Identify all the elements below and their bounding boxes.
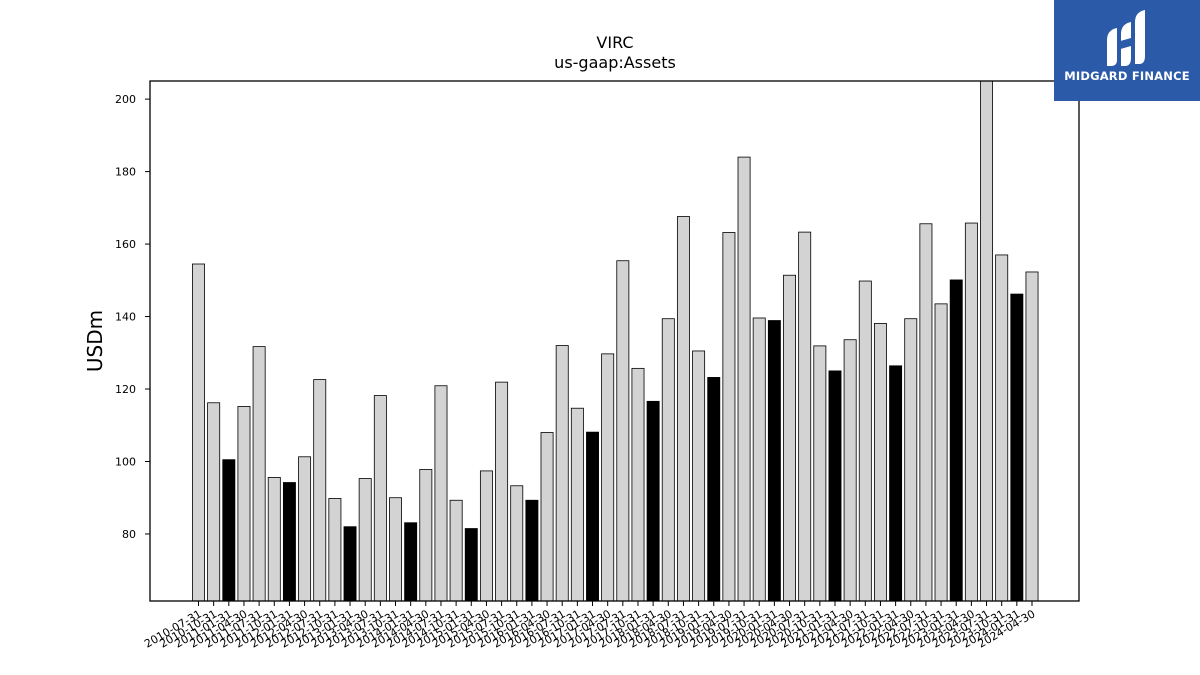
logo-text: MIDGARD FINANCE [1064, 69, 1190, 83]
bar-2019-07-31 [737, 156, 751, 602]
bar-2015-10-31 [510, 485, 524, 602]
bar-2013-04-30 [358, 478, 372, 602]
y-tick-label: 200 [115, 93, 136, 106]
bar-2016-07-31 [555, 345, 569, 602]
y-ticks-group: 80 100 120 140 160 180 200 [115, 93, 150, 541]
bars-group [192, 80, 1039, 602]
bar-2018-10-31 [692, 350, 706, 602]
logo-mark-icon [1107, 10, 1145, 66]
bar-2021-04-30 [843, 339, 857, 602]
bar-2016-01-31 [525, 499, 539, 602]
bar-2010-10-31 [207, 402, 221, 602]
plot-frame [149, 80, 1080, 602]
bar-2019-10-31 [752, 317, 766, 602]
bar-2017-04-30 [601, 353, 615, 602]
x-ticks-group: 2010-07-312010-10-312011-01-312011-04-30… [142, 601, 1038, 651]
y-tick-label: 100 [115, 455, 136, 468]
chart-title: VIRC [596, 33, 633, 52]
bar-2014-01-31 [404, 522, 418, 602]
bar-2020-07-31 [798, 231, 812, 602]
bar-2021-07-31 [858, 280, 872, 602]
bar-2023-04-30 [964, 222, 978, 602]
bar-2010-07-31 [192, 263, 205, 602]
bar-2016-10-31 [570, 407, 584, 602]
bar-2017-07-31 [616, 260, 630, 602]
bar-2016-04-30 [540, 432, 554, 602]
bar-2014-07-31 [434, 385, 448, 602]
bar-2022-04-30 [904, 318, 918, 602]
bar-2024-01-31 [1010, 293, 1024, 602]
bar-2012-07-31 [313, 379, 327, 602]
bar-2019-01-31 [707, 377, 721, 602]
bar-2015-01-31 [464, 528, 478, 602]
bar-2020-01-31 [767, 320, 781, 602]
bar-2012-10-31 [328, 498, 342, 602]
bar-2015-07-31 [495, 381, 509, 602]
bar-2013-07-31 [373, 395, 387, 602]
bar-2022-10-31 [934, 303, 948, 602]
bar-2011-07-31 [252, 346, 266, 602]
brand-logo: MIDGARD FINANCE [1054, 0, 1200, 101]
bar-2018-07-31 [676, 216, 690, 602]
y-axis-label: USDm [83, 310, 107, 372]
bar-2023-07-31 [980, 80, 993, 602]
bar-2014-04-30 [419, 469, 433, 602]
y-tick-label: 140 [115, 311, 136, 324]
bar-2011-10-31 [267, 477, 281, 602]
y-tick-label: 80 [122, 528, 136, 541]
bar-2015-04-30 [479, 470, 493, 602]
bar-2014-10-31 [449, 499, 463, 602]
bar-2018-04-30 [661, 318, 675, 602]
bar-2021-10-31 [873, 323, 887, 602]
bar-2011-01-31 [222, 459, 236, 602]
bar-2020-04-30 [783, 274, 796, 602]
bar-2012-04-30 [298, 456, 312, 602]
y-tick-label: 160 [115, 238, 136, 251]
bar-2013-10-31 [389, 497, 402, 602]
bar-2011-04-30 [237, 406, 251, 602]
bar-2018-01-31 [646, 400, 660, 602]
y-tick-label: 180 [115, 166, 136, 179]
bar-2020-10-31 [813, 345, 827, 602]
y-tick-label: 120 [115, 383, 136, 396]
bar-2021-01-31 [828, 370, 842, 602]
bar-2013-01-31 [343, 526, 357, 602]
bar-2017-01-31 [586, 431, 599, 602]
chart-subtitle: us-gaap:Assets [554, 53, 676, 72]
bar-2019-04-30 [722, 232, 736, 602]
bar-2024-04-30 [1025, 271, 1039, 602]
bar-2022-07-31 [919, 223, 933, 602]
bar-2023-10-31 [995, 254, 1009, 602]
bar-2023-01-31 [949, 279, 963, 602]
bar-2022-01-31 [889, 365, 903, 602]
bar-2012-01-31 [282, 482, 296, 602]
bar-2017-10-31 [631, 367, 645, 602]
